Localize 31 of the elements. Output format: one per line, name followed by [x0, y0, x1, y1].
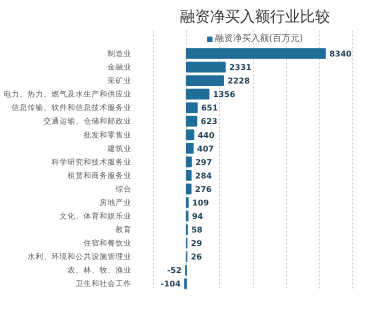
data-label: 26 [190, 252, 202, 262]
bar [186, 75, 224, 86]
data-label: 8340 [329, 50, 352, 59]
data-label: 407 [197, 144, 214, 154]
data-label: 2331 [229, 63, 252, 72]
bar [186, 156, 192, 168]
data-label: -104 [160, 280, 182, 289]
data-label: 623 [200, 117, 218, 126]
data-label: -52 [167, 266, 182, 276]
data-label: 440 [198, 130, 215, 140]
data-label: 29 [190, 239, 202, 248]
chart-title: 融资净买入额行业比较 [180, 8, 330, 26]
data-label: 109 [192, 198, 210, 208]
bar [186, 129, 194, 140]
bar [186, 102, 198, 114]
data-label: 284 [195, 171, 212, 180]
data-label: 58 [191, 226, 203, 235]
bar [186, 116, 198, 127]
data-label: 94 [192, 212, 204, 222]
data-label: 1356 [212, 90, 236, 100]
legend-label: 融资净买入额(百万元) [214, 32, 304, 45]
data-label: 297 [195, 158, 212, 167]
bar [186, 184, 192, 194]
bar [186, 142, 194, 154]
data-label: 651 [201, 104, 218, 113]
data-label: 2228 [228, 76, 250, 86]
bar [186, 62, 226, 72]
bar [186, 170, 192, 181]
bar [186, 48, 326, 59]
bar [186, 88, 210, 100]
data-label: 276 [194, 184, 212, 194]
